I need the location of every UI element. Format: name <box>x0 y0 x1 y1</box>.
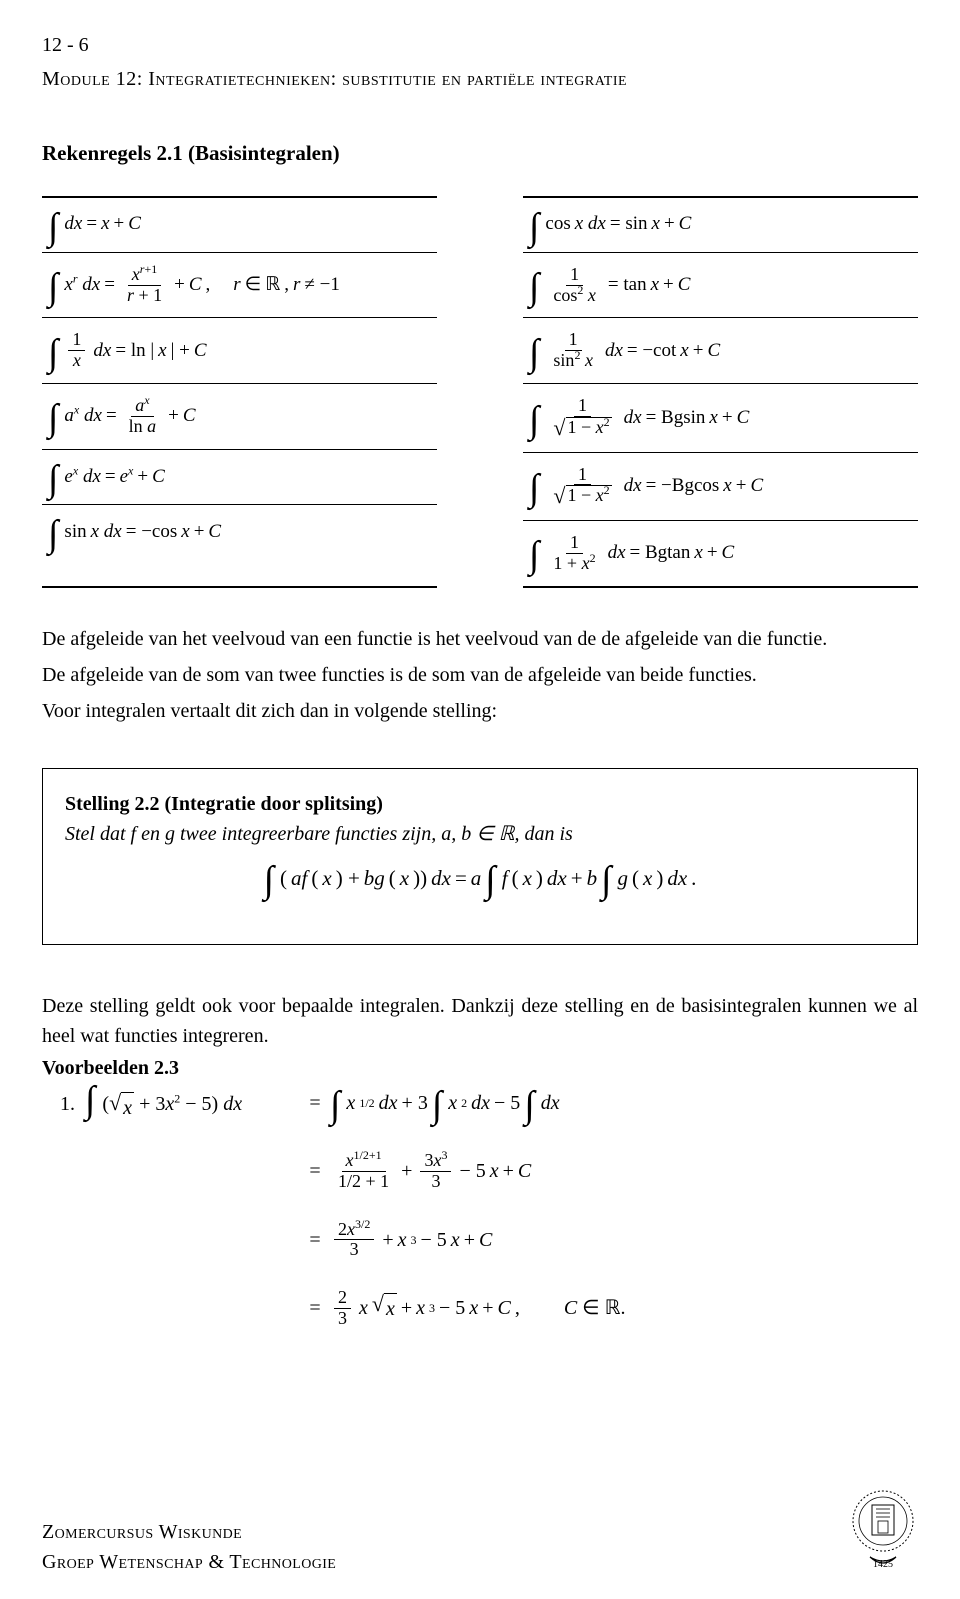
integral-table-right: ∫ cos x dx = sin x + C ∫ 1cos2 x = tan x… <box>523 196 918 588</box>
theorem-equation: ∫ (af(x) + bg(x)) dx = a ∫ f(x) dx + b ∫… <box>65 863 895 900</box>
integral-row: ∫ ax dx = axln a + C <box>42 384 437 450</box>
worked-line: = x1/2+11/2 + 1 + 3x33 − 5x + C <box>60 1151 918 1192</box>
integral-row: ∫ 11 + x2 dx = Bgtan x + C <box>523 521 918 586</box>
integral-tables: ∫ dx = x + C ∫ xr dx = xr+1r + 1 + C, r … <box>42 196 918 588</box>
worked-line: = 23 x√x + x3 − 5x + C, C ∈ ℝ. <box>60 1288 918 1329</box>
page-number: 12 - 6 <box>42 30 918 60</box>
theorem-statement: Stelling 2.2 (Integratie door splitsing)… <box>65 789 895 849</box>
integral-row: ∫ ex dx = ex + C <box>42 450 437 505</box>
example-item-number: 1. <box>60 1093 75 1115</box>
integral-row: ∫ xr dx = xr+1r + 1 + C, r ∈ ℝ, r ≠ −1 <box>42 253 437 319</box>
worked-line: 1. ∫ (√x + 3x2 − 5) dx = ∫ x1/2 dx + 3 ∫… <box>60 1083 918 1123</box>
theorem-box: Stelling 2.2 (Integratie door splitsing)… <box>42 768 918 945</box>
worked-line: = 2x3/23 + x3 − 5x + C <box>60 1220 918 1261</box>
footer-line: Zomercursus Wiskunde <box>42 1517 336 1547</box>
post-theorem-paragraph: Deze stelling geldt ook voor bepaalde in… <box>42 991 918 1051</box>
integral-row: ∫ cos x dx = sin x + C <box>523 198 918 253</box>
reals-symbol: ℝ <box>499 823 515 845</box>
section-title: Rekenregels 2.1 (Basisintegralen) <box>42 138 918 170</box>
integral-row: ∫ 1√1 − x2 dx = Bgsin x + C <box>523 384 918 453</box>
page-footer: Zomercursus Wiskunde Groep Wetenschap & … <box>42 1517 336 1577</box>
integral-row: ∫ 1√1 − x2 dx = −Bgcos x + C <box>523 453 918 522</box>
integral-row: ∫ 1sin2 x dx = −cot x + C <box>523 318 918 384</box>
integral-row: ∫ 1cos2 x = tan x + C <box>523 253 918 319</box>
seal-year: 1425 <box>873 1559 893 1570</box>
paragraph: Voor integralen vertaalt dit zich dan in… <box>42 696 918 726</box>
university-seal-icon: 1425 <box>848 1485 918 1577</box>
explanation-paragraph: De afgeleide van het veelvoud van een fu… <box>42 624 918 726</box>
theorem-intro-text: Stel dat f en g twee integreerbare funct… <box>65 823 499 845</box>
voorbeeld-label: Voorbeelden 2.3 <box>42 1053 918 1083</box>
module-header: Module 12: Integratietechnieken: substit… <box>42 64 918 94</box>
theorem-title: Stelling 2.2 (Integratie door splitsing) <box>65 793 383 815</box>
worked-example: 1. ∫ (√x + 3x2 − 5) dx = ∫ x1/2 dx + 3 ∫… <box>60 1083 918 1329</box>
paragraph: De afgeleide van het veelvoud van een fu… <box>42 624 918 654</box>
paragraph: De afgeleide van de som van twee functie… <box>42 660 918 690</box>
integral-row: ∫ dx = x + C <box>42 198 437 253</box>
theorem-intro-text: , dan is <box>515 823 573 845</box>
integral-table-left: ∫ dx = x + C ∫ xr dx = xr+1r + 1 + C, r … <box>42 196 437 588</box>
integral-row: ∫ 1x dx = ln |x| + C <box>42 318 437 384</box>
integral-row: ∫ sin x dx = −cos x + C <box>42 505 437 559</box>
footer-line: Groep Wetenschap & Technologie <box>42 1547 336 1577</box>
